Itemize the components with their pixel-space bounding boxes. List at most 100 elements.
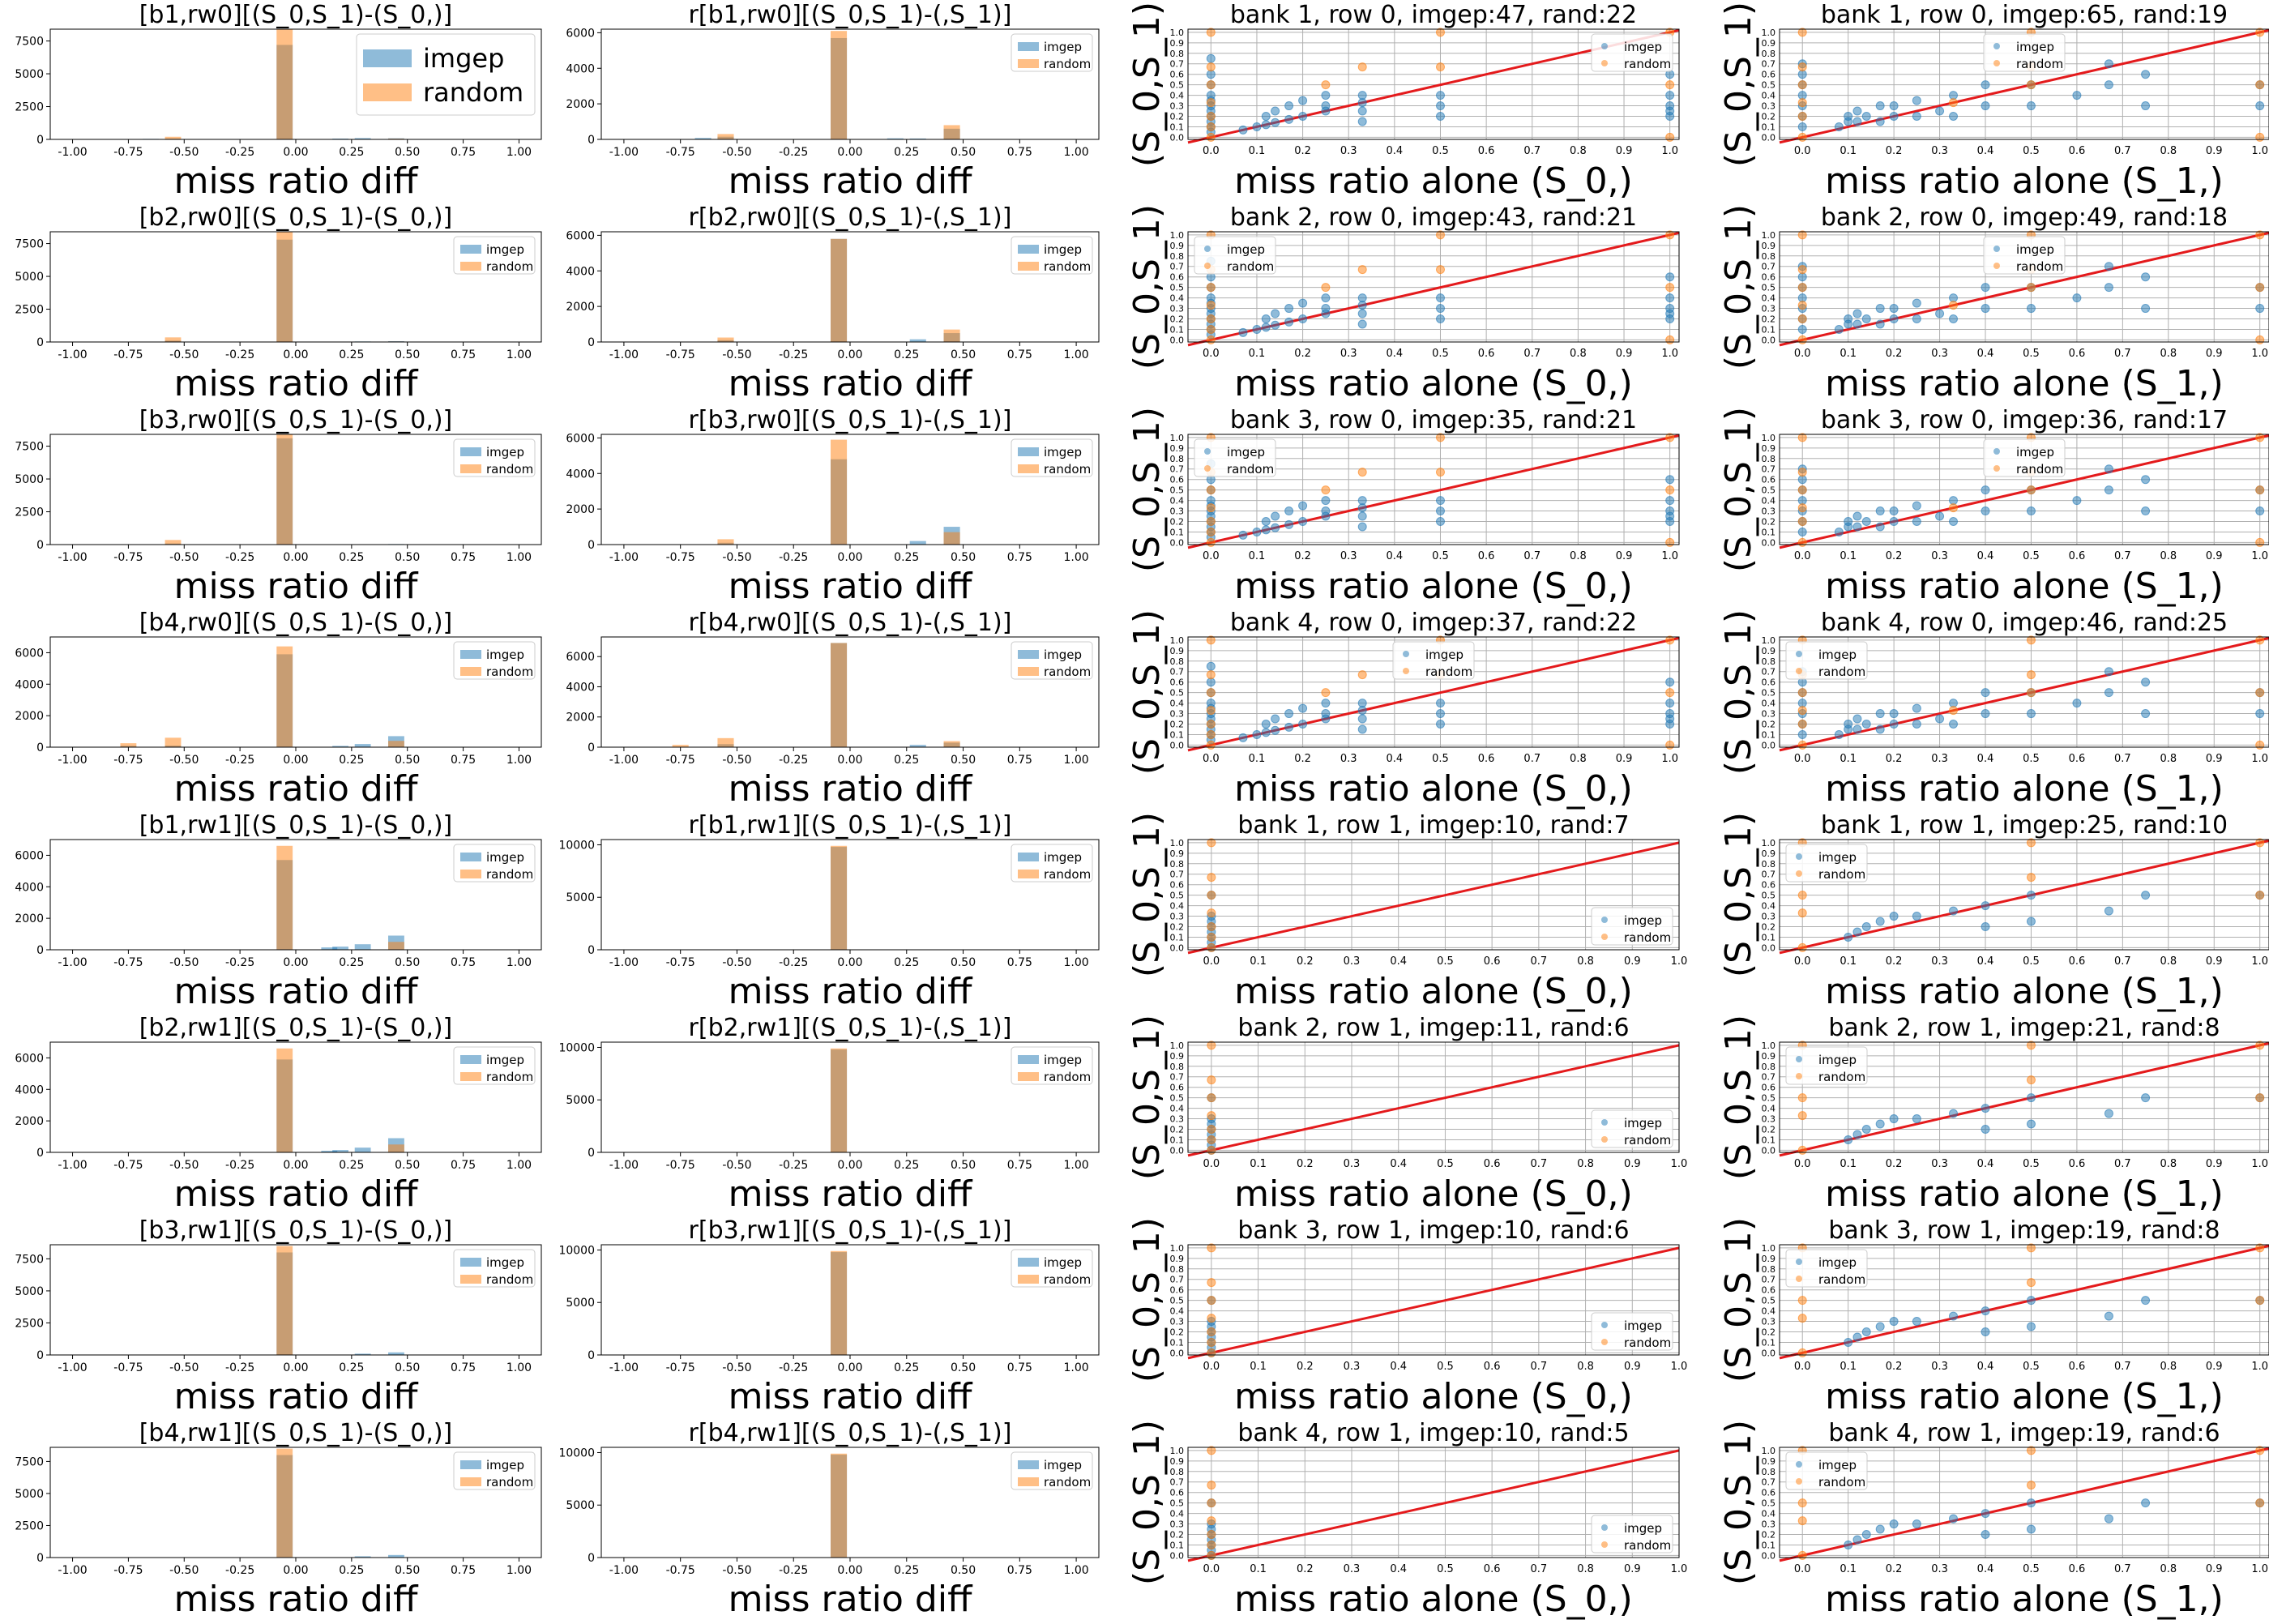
x-tick-label: 1.0 bbox=[2251, 145, 2268, 157]
point-random bbox=[1357, 670, 1367, 680]
point-imgep bbox=[1861, 314, 1871, 324]
x-tick-label: 0.0 bbox=[1203, 955, 1220, 968]
y-tick-label: 0.9 bbox=[1762, 1456, 1776, 1467]
y-tick-label: 2000 bbox=[15, 912, 44, 925]
y-tick-label: 0.8 bbox=[1762, 1264, 1776, 1275]
x-tick-label: 0.2 bbox=[1886, 145, 1903, 157]
bar bbox=[388, 1144, 404, 1152]
y-tick-label: 0 bbox=[588, 1349, 595, 1362]
y-tick-label: 5000 bbox=[15, 68, 44, 81]
x-tick-label: 0.2 bbox=[1886, 1563, 1903, 1575]
point-imgep bbox=[2026, 709, 2036, 719]
x-tick-label: -0.50 bbox=[722, 146, 751, 159]
legend-marker bbox=[1796, 1056, 1802, 1062]
point-imgep bbox=[1935, 511, 1945, 521]
y-tick-label: 2500 bbox=[15, 1519, 44, 1532]
legend-swatch bbox=[363, 49, 412, 67]
subplot-scatter: bank 2, row 0, imgep:49, rand:180.00.00.… bbox=[1718, 203, 2269, 404]
x-tick-label: 0.6 bbox=[2069, 145, 2086, 157]
x-tick-label: 0.25 bbox=[339, 1159, 364, 1172]
x-tick-label: -0.75 bbox=[666, 956, 695, 969]
x-tick-label: -0.25 bbox=[225, 551, 254, 564]
x-tick-label: 0.2 bbox=[1297, 955, 1314, 968]
legend-swatch bbox=[1018, 447, 1039, 456]
chart-title: r[b3,rw1][(S_0,S_1)-(,S_1)] bbox=[689, 1216, 1012, 1245]
y-tick-label: 0.8 bbox=[1762, 1062, 1776, 1072]
legend-swatch bbox=[1018, 59, 1039, 68]
point-imgep bbox=[1912, 517, 1921, 527]
y-tick-label: 0.4 bbox=[1762, 91, 1776, 101]
legend-label: imgep bbox=[1818, 647, 1857, 662]
point-imgep bbox=[2104, 80, 2113, 90]
point-imgep bbox=[1981, 1327, 1990, 1337]
x-tick-label: -0.25 bbox=[779, 551, 808, 564]
point-random bbox=[1435, 468, 1445, 477]
bar bbox=[830, 1250, 848, 1355]
y-tick-label: 0.1 bbox=[1762, 122, 1776, 132]
plot-frame bbox=[49, 839, 542, 951]
point-imgep bbox=[1981, 283, 1990, 293]
plot-frame bbox=[1779, 434, 2269, 545]
legend-label: imgep bbox=[1044, 1458, 1082, 1472]
y-tick-label: 0.7 bbox=[1762, 667, 1776, 677]
x-tick-label: 0.4 bbox=[1977, 348, 1994, 360]
y-tick-label: 0.1 bbox=[1762, 1337, 1776, 1348]
y-tick-label: 0.7 bbox=[1762, 1477, 1776, 1488]
legend-label: imgep bbox=[2016, 242, 2054, 257]
y-axis-label: (S_0,S_1) bbox=[1126, 1015, 1168, 1180]
point-random bbox=[1206, 485, 1216, 495]
x-tick-label: 1.00 bbox=[506, 754, 532, 767]
chart-title: bank 4, row 1, imgep:19, rand:6 bbox=[1828, 1419, 2220, 1447]
y-tick-label: 0.7 bbox=[1170, 464, 1185, 475]
point-imgep bbox=[1912, 912, 1921, 921]
legend-marker bbox=[1204, 465, 1211, 472]
point-random bbox=[2255, 335, 2265, 344]
point-imgep bbox=[1912, 720, 1921, 729]
legend-marker bbox=[1796, 651, 1802, 657]
x-tick-label: 1.00 bbox=[506, 551, 532, 564]
x-tick-label: -0.25 bbox=[225, 1564, 254, 1577]
chart-title: bank 1, row 1, imgep:10, rand:7 bbox=[1237, 811, 1629, 840]
x-axis-label: miss ratio alone (S_1,) bbox=[1825, 1579, 2224, 1620]
x-axis-label: miss ratio alone (S_0,) bbox=[1234, 566, 1633, 607]
subplot-bar: r[b2,rw1][(S_0,S_1)-(,S_1)] -1.00 -0.75 -0.… bbox=[558, 1014, 1100, 1215]
x-tick-label: 0.1 bbox=[1250, 1563, 1267, 1575]
y-tick-label: 0.1 bbox=[1762, 932, 1776, 942]
chart-title: [b2,rw1][(S_0,S_1)-(S_0,)] bbox=[139, 1014, 453, 1042]
y-tick-label: 0.7 bbox=[1762, 262, 1776, 272]
point-random bbox=[1206, 635, 1216, 645]
point-random bbox=[2255, 80, 2265, 90]
point-random bbox=[1207, 1327, 1216, 1337]
chart-title: bank 4, row 0, imgep:37, rand:22 bbox=[1230, 609, 1637, 637]
y-tick-label: 0.5 bbox=[1762, 688, 1776, 699]
y-tick-label: 0.3 bbox=[1762, 304, 1776, 314]
point-imgep bbox=[1261, 728, 1271, 737]
legend-swatch bbox=[1018, 464, 1039, 473]
point-random bbox=[2255, 891, 2265, 900]
plot-frame bbox=[49, 1447, 542, 1558]
y-tick-label: 1.0 bbox=[1762, 28, 1776, 38]
y-tick-label: 6000 bbox=[15, 1052, 44, 1065]
point-random bbox=[1207, 1041, 1216, 1050]
x-tick-label: 0.6 bbox=[1478, 145, 1495, 157]
point-imgep bbox=[1852, 319, 1862, 329]
point-imgep bbox=[2104, 688, 2113, 698]
y-tick-label: 0.4 bbox=[1170, 901, 1185, 912]
chart-title: bank 2, row 1, imgep:21, rand:8 bbox=[1828, 1014, 2220, 1042]
bar bbox=[830, 238, 848, 342]
point-random bbox=[2026, 80, 2036, 90]
point-imgep bbox=[1357, 117, 1367, 126]
x-tick-label: 0.7 bbox=[2114, 348, 2131, 360]
bar bbox=[276, 29, 293, 139]
point-imgep bbox=[1912, 112, 1921, 122]
y-tick-label: 0.0 bbox=[1762, 1145, 1776, 1156]
point-random bbox=[1797, 1111, 1807, 1121]
legend-marker bbox=[1204, 246, 1211, 252]
x-tick-label: 0.0 bbox=[1203, 1361, 1220, 1373]
legend-label: imgep bbox=[486, 1255, 524, 1270]
point-imgep bbox=[1252, 324, 1262, 334]
